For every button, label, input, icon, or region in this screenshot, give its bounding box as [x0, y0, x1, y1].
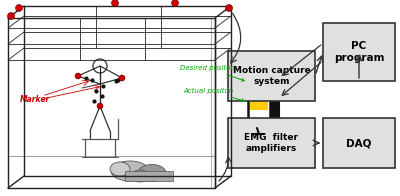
FancyBboxPatch shape: [323, 118, 395, 168]
Circle shape: [75, 73, 81, 79]
FancyBboxPatch shape: [272, 56, 279, 123]
Text: Marker: Marker: [20, 94, 50, 103]
FancyBboxPatch shape: [228, 51, 315, 101]
FancyBboxPatch shape: [228, 118, 315, 168]
Ellipse shape: [111, 161, 149, 181]
Text: DAQ: DAQ: [346, 138, 372, 148]
Ellipse shape: [131, 170, 149, 182]
Circle shape: [97, 103, 103, 109]
FancyBboxPatch shape: [250, 74, 268, 90]
FancyBboxPatch shape: [248, 56, 270, 128]
Text: Desired positon: Desired positon: [180, 65, 244, 81]
Ellipse shape: [110, 162, 130, 176]
Circle shape: [112, 0, 118, 6]
Text: Actual positon: Actual positon: [183, 88, 244, 102]
Circle shape: [16, 5, 22, 12]
Text: Motion capture
system: Motion capture system: [233, 66, 310, 86]
Circle shape: [172, 0, 178, 6]
Ellipse shape: [138, 164, 166, 181]
Text: EMG  filter
amplifiers: EMG filter amplifiers: [244, 133, 298, 153]
FancyBboxPatch shape: [323, 23, 395, 81]
Circle shape: [119, 75, 125, 81]
Circle shape: [226, 5, 232, 12]
FancyBboxPatch shape: [250, 94, 268, 110]
Circle shape: [8, 13, 14, 19]
FancyBboxPatch shape: [125, 171, 173, 181]
Text: PC
program: PC program: [334, 41, 384, 63]
